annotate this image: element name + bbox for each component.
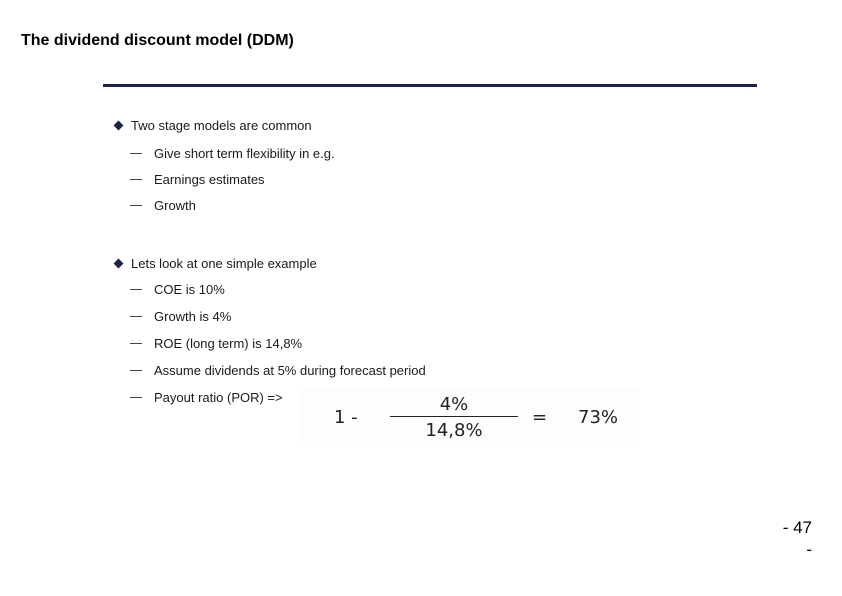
formula-denominator: 14,8% bbox=[425, 420, 483, 441]
diamond-bullet-icon bbox=[113, 258, 124, 269]
formula-numerator: 4% bbox=[439, 394, 469, 415]
fraction-bar bbox=[390, 416, 518, 417]
sub-item-text: COE is 10% bbox=[154, 282, 225, 297]
sub-item-text: Assume dividends at 5% during forecast p… bbox=[154, 363, 426, 378]
slide-title: The dividend discount model (DDM) bbox=[21, 32, 294, 49]
diamond-bullet-icon bbox=[113, 120, 124, 131]
sub-item: COE is 10% bbox=[130, 282, 225, 298]
sub-item: Growth bbox=[130, 198, 196, 214]
payout-ratio-formula: 1 - 4% 14,8% = 73% bbox=[300, 388, 640, 446]
sub-item-text: Give short term flexibility in e.g. bbox=[154, 146, 335, 161]
sub-item-text: Payout ratio (POR) => bbox=[154, 390, 283, 405]
dash-icon bbox=[130, 289, 142, 291]
bullet-item: Lets look at one simple example bbox=[113, 256, 317, 272]
page-number-line1: - 47 bbox=[782, 518, 812, 537]
sub-item: ROE (long term) is 14,8% bbox=[130, 336, 302, 352]
sub-item-text: Growth is 4% bbox=[154, 309, 232, 324]
dash-icon bbox=[130, 397, 142, 399]
sub-item: Payout ratio (POR) => bbox=[130, 390, 283, 406]
dash-icon bbox=[130, 153, 142, 155]
sub-item-text: Growth bbox=[154, 198, 196, 213]
bullet-text: Lets look at one simple example bbox=[131, 256, 317, 271]
title-divider bbox=[103, 84, 757, 87]
sub-item: Give short term flexibility in e.g. bbox=[130, 146, 335, 162]
page-number: - 47 - bbox=[783, 517, 812, 561]
page-number-line2: - bbox=[806, 540, 812, 559]
dash-icon bbox=[130, 370, 142, 372]
bullet-text: Two stage models are common bbox=[131, 118, 312, 133]
sub-item-text: Earnings estimates bbox=[154, 172, 265, 187]
dash-icon bbox=[130, 179, 142, 181]
sub-item: Assume dividends at 5% during forecast p… bbox=[130, 363, 426, 379]
dash-icon bbox=[130, 205, 142, 207]
sub-item: Growth is 4% bbox=[130, 309, 231, 325]
formula-equals: = bbox=[532, 407, 548, 428]
bullet-item: Two stage models are common bbox=[113, 118, 312, 134]
sub-item-text: ROE (long term) is 14,8% bbox=[154, 336, 303, 351]
formula-result: 73% bbox=[578, 407, 619, 428]
dash-icon bbox=[130, 343, 142, 345]
dash-icon bbox=[130, 316, 142, 318]
sub-item: Earnings estimates bbox=[130, 172, 265, 188]
formula-prefix: 1 - bbox=[334, 407, 358, 428]
